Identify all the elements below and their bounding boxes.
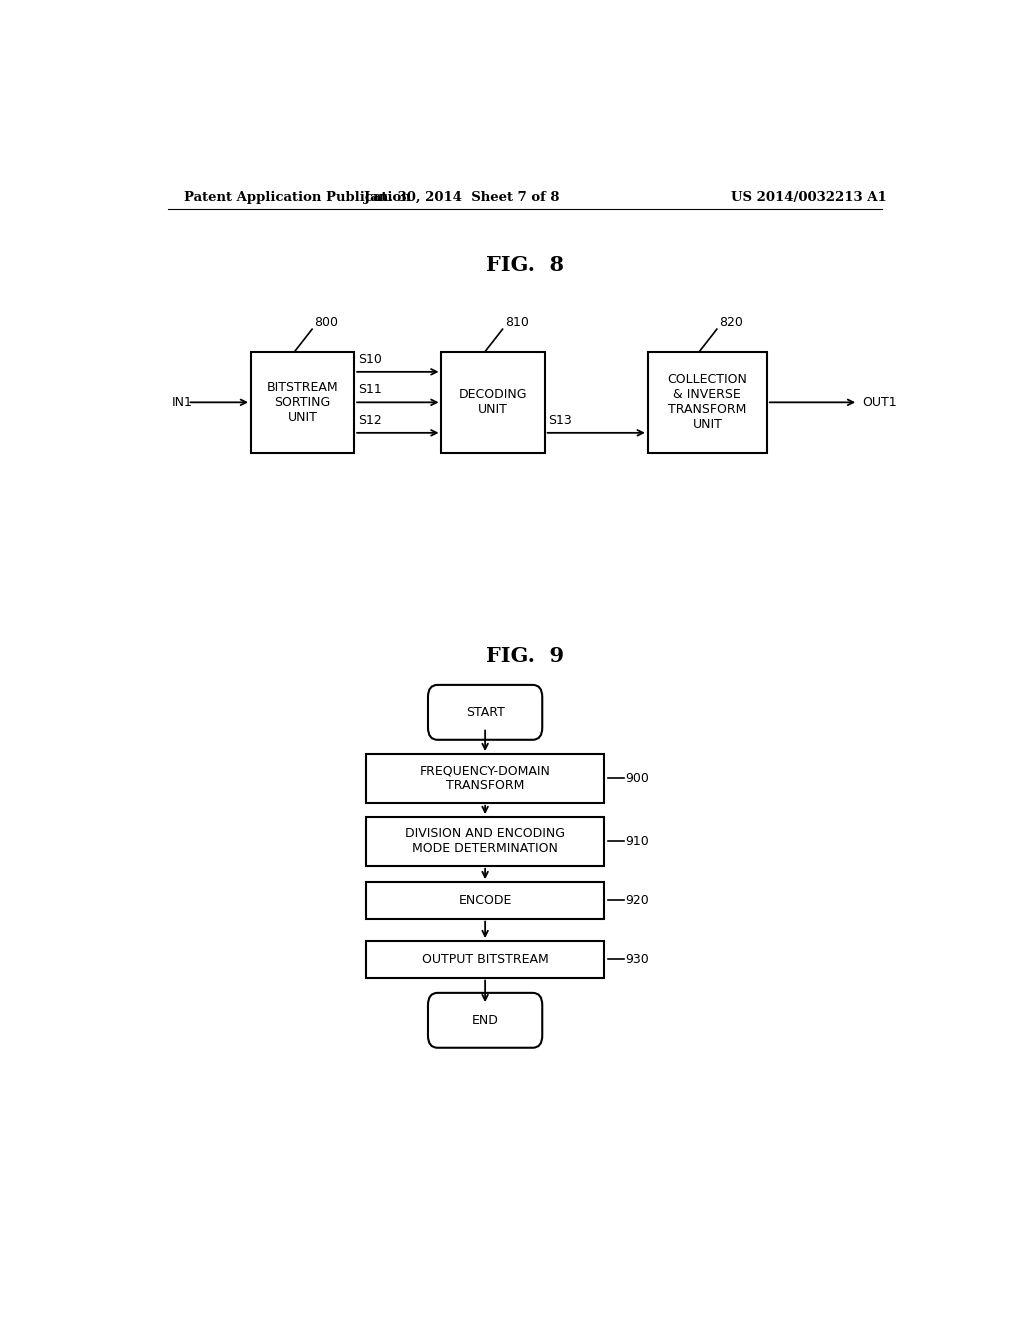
Text: END: END [472,1014,499,1027]
Text: 810: 810 [505,317,528,329]
Text: 930: 930 [626,953,649,966]
Bar [367,941,604,978]
Bar [367,882,604,919]
Text: FREQUENCY-DOMAIN
TRANSFORM: FREQUENCY-DOMAIN TRANSFORM [420,764,551,792]
Text: BITSTREAM
SORTING
UNIT: BITSTREAM SORTING UNIT [267,381,338,424]
Text: S12: S12 [358,413,382,426]
Text: 900: 900 [626,772,649,785]
Bar [367,817,604,866]
Text: OUTPUT BITSTREAM: OUTPUT BITSTREAM [422,953,549,966]
Text: OUT1: OUT1 [862,396,897,409]
Text: FIG.  8: FIG. 8 [485,255,564,275]
Text: COLLECTION
& INVERSE
TRANSFORM
UNIT: COLLECTION & INVERSE TRANSFORM UNIT [668,374,748,432]
Bar [441,351,545,453]
FancyBboxPatch shape [428,993,543,1048]
Text: DIVISION AND ENCODING
MODE DETERMINATION: DIVISION AND ENCODING MODE DETERMINATION [406,828,565,855]
Text: S13: S13 [549,413,572,426]
Text: Jan. 30, 2014  Sheet 7 of 8: Jan. 30, 2014 Sheet 7 of 8 [364,190,559,203]
Bar [648,351,767,453]
Bar [251,351,354,453]
Bar [367,754,604,803]
Text: DECODING
UNIT: DECODING UNIT [459,388,527,416]
Text: IN1: IN1 [172,396,193,409]
Text: 820: 820 [719,317,743,329]
Text: START: START [466,706,505,719]
Text: Patent Application Publication: Patent Application Publication [183,190,411,203]
Text: S10: S10 [358,352,382,366]
Text: 920: 920 [626,894,649,907]
Text: 800: 800 [314,317,339,329]
Text: 910: 910 [626,836,649,847]
Text: ENCODE: ENCODE [459,894,512,907]
FancyBboxPatch shape [428,685,543,739]
Text: S11: S11 [358,383,382,396]
Text: FIG.  9: FIG. 9 [485,647,564,667]
Text: US 2014/0032213 A1: US 2014/0032213 A1 [731,190,887,203]
